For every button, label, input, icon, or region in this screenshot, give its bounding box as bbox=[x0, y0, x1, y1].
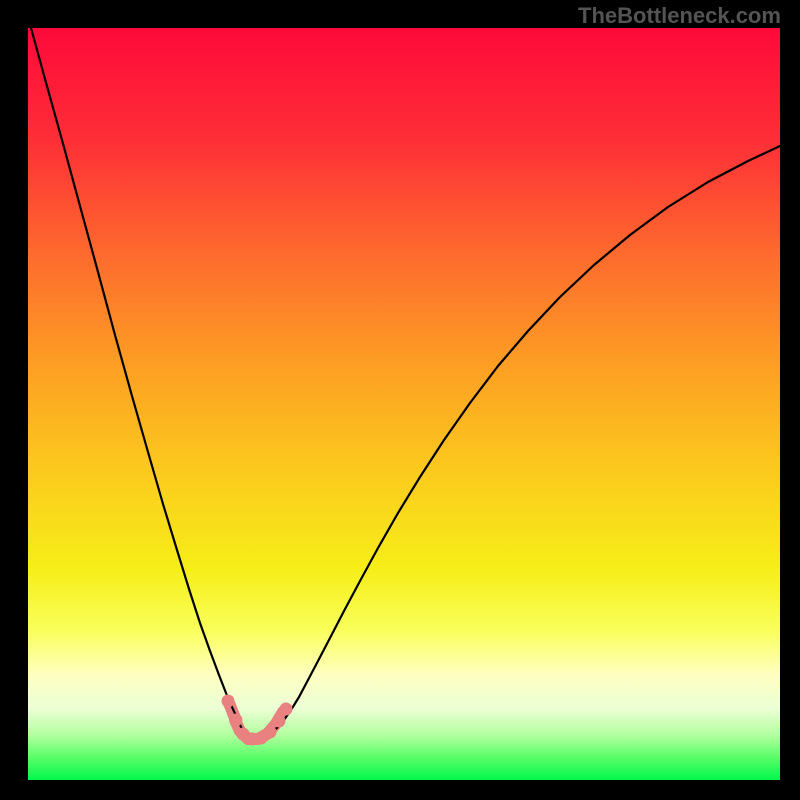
bottleneck-chart bbox=[0, 0, 800, 800]
plot-background bbox=[28, 28, 780, 780]
